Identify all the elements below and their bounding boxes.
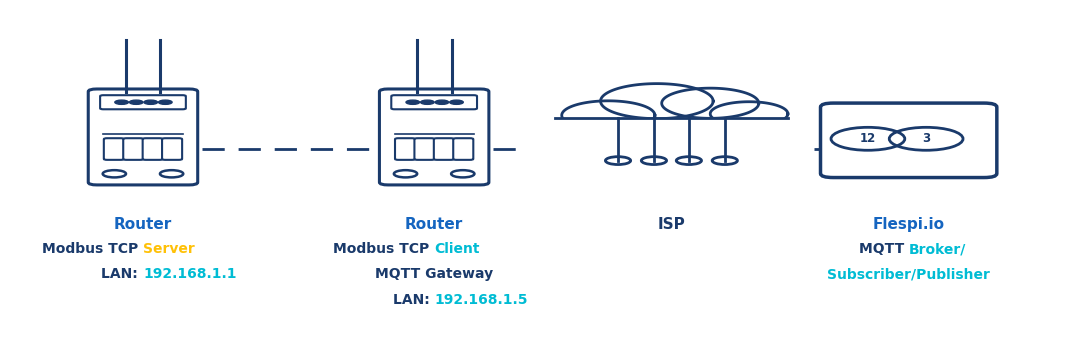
FancyBboxPatch shape	[163, 138, 182, 160]
Text: Modbus TCP: Modbus TCP	[333, 242, 435, 256]
FancyBboxPatch shape	[395, 138, 415, 160]
Circle shape	[158, 100, 172, 104]
Text: 192.168.1.1: 192.168.1.1	[143, 267, 236, 281]
Circle shape	[450, 100, 463, 104]
Text: Broker/: Broker/	[908, 242, 966, 256]
FancyBboxPatch shape	[88, 89, 197, 185]
Text: Flespi.io: Flespi.io	[873, 217, 944, 232]
Text: LAN:: LAN:	[392, 293, 435, 307]
FancyBboxPatch shape	[124, 138, 143, 160]
Polygon shape	[562, 84, 788, 130]
Text: Server: Server	[143, 242, 195, 256]
Text: Router: Router	[114, 217, 172, 232]
Text: MQTT: MQTT	[859, 242, 908, 256]
Circle shape	[144, 100, 157, 104]
Text: Client: Client	[435, 242, 479, 256]
Text: Subscriber/Publisher: Subscriber/Publisher	[827, 267, 990, 281]
Text: 3: 3	[922, 132, 930, 145]
Polygon shape	[562, 101, 655, 130]
Circle shape	[406, 100, 420, 104]
Polygon shape	[601, 84, 713, 119]
FancyBboxPatch shape	[414, 138, 435, 160]
FancyBboxPatch shape	[453, 138, 474, 160]
FancyBboxPatch shape	[104, 138, 124, 160]
Polygon shape	[541, 118, 802, 143]
Text: LAN:: LAN:	[101, 267, 143, 281]
Text: Router: Router	[405, 217, 463, 232]
Text: MQTT Gateway: MQTT Gateway	[375, 267, 493, 281]
FancyBboxPatch shape	[379, 89, 489, 185]
Circle shape	[435, 100, 449, 104]
Circle shape	[115, 100, 128, 104]
Text: ISP: ISP	[658, 217, 685, 232]
Text: 12: 12	[860, 132, 876, 145]
FancyBboxPatch shape	[434, 138, 454, 160]
Text: Modbus TCP: Modbus TCP	[42, 242, 143, 256]
FancyBboxPatch shape	[100, 95, 185, 109]
FancyBboxPatch shape	[391, 95, 477, 109]
Circle shape	[421, 100, 435, 104]
Polygon shape	[710, 102, 788, 126]
Polygon shape	[661, 88, 759, 118]
FancyBboxPatch shape	[821, 103, 997, 178]
Text: 192.168.1.5: 192.168.1.5	[435, 293, 528, 307]
FancyBboxPatch shape	[143, 138, 163, 160]
Circle shape	[129, 100, 143, 104]
